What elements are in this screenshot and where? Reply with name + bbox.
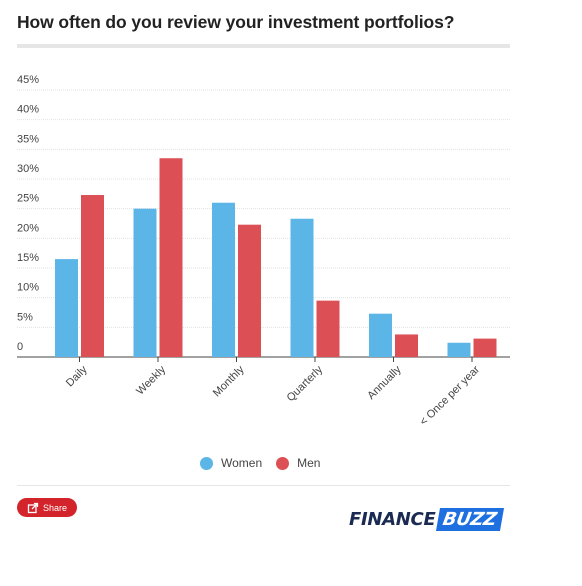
bar-men (81, 195, 104, 357)
x-tick-label: Weekly (134, 363, 168, 397)
bar-men (395, 334, 418, 357)
chart-title: How often do you review your investment … (17, 12, 455, 32)
y-tick-label: 30% (17, 163, 39, 175)
footer-divider (17, 485, 510, 486)
y-tick-label: 5% (17, 311, 33, 323)
legend-item-men[interactable]: Men (276, 456, 320, 470)
x-tick-label: Annually (365, 363, 404, 402)
legend-item-women[interactable]: Women (200, 456, 262, 470)
y-tick-label: 40% (17, 104, 39, 116)
y-tick-label: 20% (17, 222, 39, 234)
title-divider (17, 44, 510, 48)
legend-label-men: Men (297, 456, 321, 470)
logo-text-buzz: BUZZ (436, 507, 505, 531)
x-tick-label: < Once per year (418, 363, 483, 428)
y-tick-label: 10% (17, 282, 39, 294)
legend-label-women: Women (221, 456, 263, 470)
bar-women (290, 218, 314, 357)
y-tick-label: 45% (17, 74, 39, 86)
share-label: Share (42, 502, 68, 513)
bar-men (238, 224, 261, 357)
legend-swatch-men (276, 456, 290, 470)
share-icon (27, 502, 39, 514)
y-axis-tick-labels: 45% 40% 35% 30% 25% 20% 15% 10% 5% 0 (17, 74, 39, 353)
y-tick-label: 25% (17, 193, 39, 205)
bars (55, 158, 497, 357)
y-tick-label: 35% (17, 133, 39, 145)
logo-text-finance: FINANCE (349, 508, 436, 530)
x-tick-label: Quarterly (285, 363, 326, 404)
x-tick-label: Daily (64, 363, 90, 389)
bar-women (133, 208, 157, 357)
legend-swatch-women (200, 456, 213, 470)
x-axis-tick-labels: Daily Weekly Monthly Quarterly Annually < Onc… (64, 357, 483, 428)
bar-women (212, 202, 235, 357)
bar-men (316, 300, 340, 357)
bar-women (447, 342, 471, 357)
financebuzz-logo[interactable]: FINANCE BUZZ (349, 506, 505, 532)
bar-women (55, 259, 78, 357)
x-tick-label: Monthly (211, 363, 247, 399)
y-tick-label: 0 (17, 341, 23, 353)
bar-chart: 45% 40% 35% 30% 25% 20% 15% 10% 5% 0 Daily Weekly M… (17, 74, 510, 428)
bar-men (473, 338, 497, 357)
y-tick-label: 15% (17, 252, 39, 264)
legend: Women Men (200, 456, 334, 470)
share-button[interactable]: Share (17, 498, 77, 517)
bar-men (159, 158, 183, 357)
bar-women (369, 313, 392, 357)
